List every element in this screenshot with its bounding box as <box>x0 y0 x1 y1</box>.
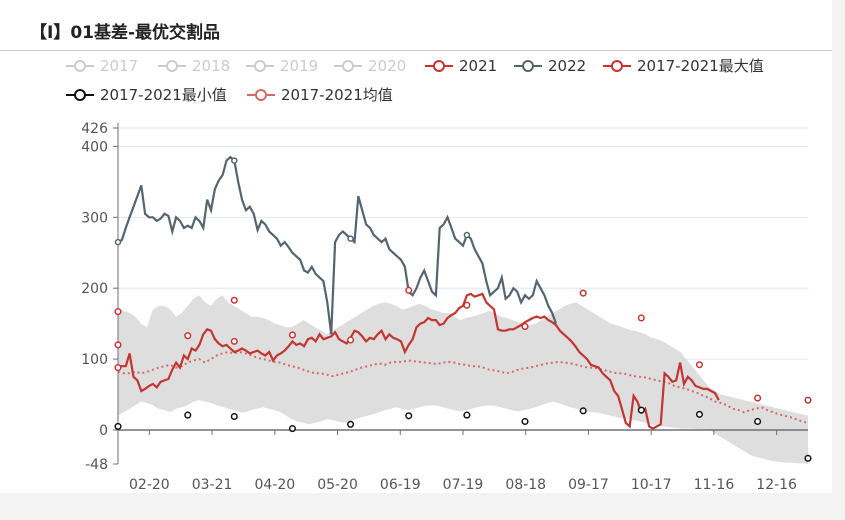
y-tick-label-3: 200 <box>81 281 108 297</box>
legend-label-4: 2021 <box>459 57 497 75</box>
y-tick-label-2: 100 <box>81 352 108 368</box>
x-tick-label-9: 11-16 <box>694 477 735 493</box>
chart-area: 2017 2018 2019 2020 2021 2022 2017-2021最大值 2017… <box>0 51 832 493</box>
y-tick-label-6: 426 <box>81 121 108 137</box>
point-2022-0 <box>114 238 122 246</box>
marker-layer <box>114 157 812 462</box>
x-tick-label-0: 02-20 <box>129 477 170 493</box>
max-point-15 <box>804 396 812 404</box>
legend-label-3: 2020 <box>368 57 406 75</box>
legend-marker-4 <box>433 60 445 72</box>
legend-label-2: 2019 <box>280 57 318 75</box>
legend-label-6: 2017-2021最大值 <box>637 57 764 75</box>
max-point-0 <box>114 308 122 316</box>
x-tick-label-7: 09-17 <box>568 477 609 493</box>
point-2022-1 <box>231 157 238 164</box>
series-layer <box>117 155 809 430</box>
min-point-0 <box>114 422 122 430</box>
min-point-6 <box>463 411 471 419</box>
range-band <box>118 295 808 464</box>
x-tick-label-2: 04-20 <box>254 477 295 493</box>
min-point-4 <box>347 420 355 428</box>
y-axis: -48 0 100 200 300 400 426 <box>81 121 119 473</box>
max-point-5 <box>230 337 238 345</box>
max-point-7 <box>347 336 355 344</box>
x-tick-label-5: 07-19 <box>443 477 484 493</box>
y-tick-label-0: -48 <box>85 457 108 473</box>
point-2022-2 <box>347 235 354 242</box>
legend-label-5: 2022 <box>548 57 586 75</box>
min-point-12 <box>804 454 812 462</box>
basis-chart: 2017 2018 2019 2020 2021 2022 2017-2021最大值 2017… <box>66 57 812 493</box>
y-tick-label-4: 300 <box>81 210 108 226</box>
legend-marker-1 <box>166 60 178 72</box>
max-point-11 <box>579 289 587 297</box>
legend-label-7: 2017-2021最小值 <box>100 86 227 104</box>
x-tick-label-3: 05-20 <box>317 477 358 493</box>
max-point-9 <box>463 301 471 309</box>
point-2022-3 <box>463 231 471 239</box>
max-point-4 <box>230 296 238 304</box>
min-point-1 <box>184 411 192 419</box>
y-tick-label-1: 0 <box>99 423 108 439</box>
max-point-6 <box>288 331 296 339</box>
max-point-3 <box>184 332 192 340</box>
legend-marker-7 <box>74 89 86 101</box>
series-line-average <box>117 350 809 424</box>
min-point-5 <box>405 412 413 420</box>
min-point-7 <box>521 417 529 426</box>
max-point-2 <box>114 364 122 372</box>
chart-title: 【I】01基差-最优交割品 <box>30 23 221 43</box>
legend-marker-6 <box>611 60 623 72</box>
x-tick-label-6: 08-18 <box>505 477 546 493</box>
legend-marker-3 <box>342 60 354 72</box>
x-axis: 02-20 03-21 04-20 05-20 06-19 07-19 08-18 09-17… <box>118 429 808 493</box>
series-line-2021 <box>118 292 720 430</box>
x-tick-label-4: 06-19 <box>380 477 421 493</box>
max-point-1 <box>114 341 122 349</box>
max-point-8 <box>405 286 413 294</box>
min-point-11 <box>754 417 762 426</box>
title-bar: 【I】01基差-最优交割品 <box>0 0 832 51</box>
grid-lines <box>118 127 808 360</box>
max-point-12 <box>637 314 645 322</box>
x-tick-label-8: 10-17 <box>631 477 672 493</box>
series-line-2022 <box>117 155 558 335</box>
min-point-9 <box>637 406 645 414</box>
max-point-13 <box>695 361 704 369</box>
legend-marker-5 <box>522 60 534 72</box>
range-band-area <box>118 295 808 464</box>
y-tick-label-5: 400 <box>81 139 108 155</box>
x-tick-label-10: 12-16 <box>756 477 797 493</box>
max-point-14 <box>754 394 762 402</box>
max-point-10 <box>521 322 529 331</box>
legend-marker-2 <box>254 60 266 72</box>
x-tick-label-1: 03-21 <box>192 477 233 493</box>
legend-marker-0 <box>74 60 86 72</box>
min-point-10 <box>695 410 704 418</box>
legend: 2017 2018 2019 2020 2021 2022 2017-2021最大值 2017… <box>66 57 764 104</box>
legend-label-1: 2018 <box>192 57 230 75</box>
legend-label-8: 2017-2021均值 <box>281 86 393 104</box>
min-point-3 <box>288 425 296 433</box>
legend-label-0: 2017 <box>100 57 138 75</box>
legend-marker-8 <box>255 89 267 101</box>
min-point-8 <box>579 407 587 415</box>
min-point-2 <box>230 412 238 421</box>
